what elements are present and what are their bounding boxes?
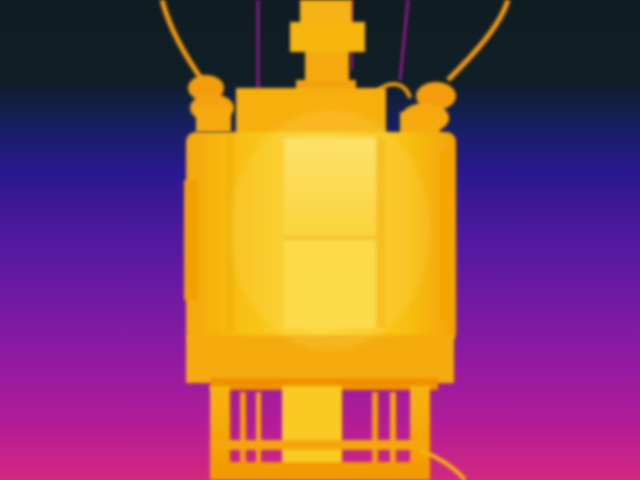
left-bushing	[188, 75, 234, 132]
center-insulator	[290, 0, 365, 98]
support-structure	[210, 386, 467, 480]
overhead-wires	[159, 0, 511, 90]
heat-glow	[230, 110, 430, 350]
